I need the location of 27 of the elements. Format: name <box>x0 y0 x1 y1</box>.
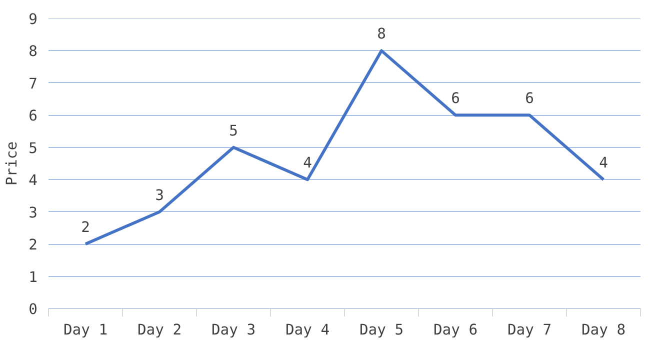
data-label: 4 <box>599 154 608 172</box>
data-label: 8 <box>377 26 386 43</box>
x-tick-label: Day 3 <box>211 322 256 338</box>
y-tick-label: 8 <box>28 43 38 60</box>
x-tick-label: Day 7 <box>507 322 552 338</box>
x-tick-label: Day 2 <box>137 322 182 338</box>
data-label: 2 <box>81 219 90 236</box>
y-tick-label: 6 <box>28 108 38 125</box>
data-label: 6 <box>451 90 460 108</box>
data-label: 5 <box>229 122 238 140</box>
y-tick-label: 2 <box>28 236 38 254</box>
x-tick-label: Day 8 <box>581 322 626 338</box>
y-tick-label: 7 <box>28 75 38 92</box>
y-tick-label: 9 <box>28 11 38 28</box>
x-tick-label: Day 1 <box>63 322 108 338</box>
y-tick-label: 4 <box>28 172 38 190</box>
data-label: 4 <box>303 154 312 172</box>
y-tick-label: 5 <box>28 140 38 157</box>
y-tick-label: 3 <box>28 204 38 222</box>
y-axis-title: Price <box>4 141 21 186</box>
x-tick-label: Day 5 <box>359 322 404 338</box>
data-label: 6 <box>525 90 534 108</box>
y-tick-label: 1 <box>28 268 38 286</box>
x-tick-label: Day 6 <box>433 322 478 338</box>
data-label: 3 <box>155 186 164 204</box>
x-tick-label: Day 4 <box>285 322 330 338</box>
y-tick-label: 0 <box>28 301 38 318</box>
